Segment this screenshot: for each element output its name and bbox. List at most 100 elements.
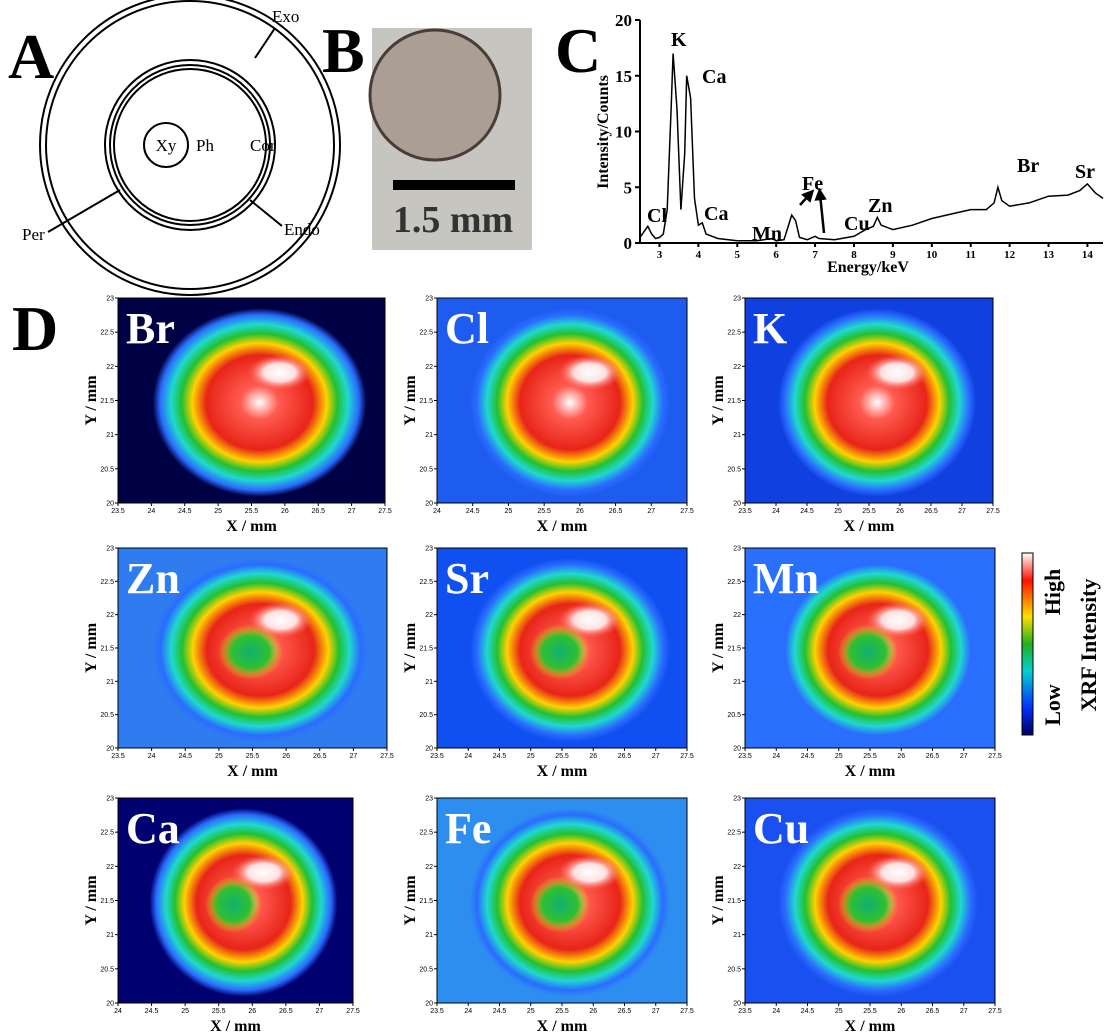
y-axis-label: Y / mm	[402, 375, 419, 426]
xrf-map: 2424.52525.52626.52727.52020.52121.52222…	[402, 296, 694, 536]
y-tick-label: 20	[733, 746, 741, 753]
x-axis-label: X / mm	[845, 1018, 896, 1035]
x-tick-label: 25.5	[863, 1008, 877, 1015]
y-tick-label: 22	[733, 364, 741, 371]
y-tick-label: 22	[106, 864, 114, 871]
y-tick-label: 22	[106, 612, 114, 619]
y-tick-label: 21	[106, 932, 114, 939]
y-tick-label: 21	[733, 432, 741, 439]
y-tick-label: 21	[425, 679, 433, 686]
x-tick-label: 26.5	[618, 753, 632, 760]
y-tick-label: 21	[106, 679, 114, 686]
y-tick-label: 22.5	[100, 579, 114, 586]
x-tick-label: 27.5	[680, 1008, 694, 1015]
x-tick-label: 24	[772, 508, 780, 515]
y-tick-label: 20.5	[100, 966, 114, 973]
x-tick-label: 26	[897, 1008, 905, 1015]
diagram-label: Per	[22, 225, 45, 244]
x-tick-label: 25.5	[246, 753, 260, 760]
peak-annotation: Ca	[702, 66, 726, 88]
diagram-label: Xy	[156, 136, 177, 155]
hot-spot	[558, 355, 622, 391]
y-tick-label: 21.5	[100, 646, 114, 653]
y-tick-label: 23	[106, 796, 114, 803]
y-tick-label: 23	[425, 546, 433, 553]
y-tick-label: 21	[733, 932, 741, 939]
y-tick-label: 22.5	[727, 830, 741, 837]
x-tick-label: 25.5	[862, 508, 876, 515]
y-tick-label: 22	[425, 612, 433, 619]
x-tick-label: 24.5	[466, 508, 480, 515]
x-tick-label: 26	[896, 508, 904, 515]
y-tick-label: 20	[425, 746, 433, 753]
x-tick-label: 27	[316, 1008, 324, 1015]
y-tick-label: 20.5	[100, 466, 114, 473]
xrf-map: 23.52424.52525.52626.52727.52020.52121.5…	[402, 796, 694, 1036]
x-tick-label: 11	[966, 249, 976, 261]
y-tick-label: 22.5	[727, 330, 741, 337]
x-tick-label: 4	[696, 249, 702, 261]
x-tick-label: 25.5	[537, 508, 551, 515]
x-tick-label: 27	[349, 753, 357, 760]
x-tick-label: 10	[926, 249, 938, 261]
y-tick-label: 20.5	[727, 466, 741, 473]
x-tick-label: 3	[657, 249, 663, 261]
x-tick-label: 24.5	[801, 1008, 815, 1015]
panel-letter: A	[8, 21, 54, 92]
y-tick-label: 20	[106, 746, 114, 753]
y-axis-label: Y / mm	[402, 622, 419, 673]
x-axis-label: X / mm	[844, 518, 895, 535]
element-label: Ca	[126, 804, 180, 853]
hot-spot	[248, 355, 312, 391]
peak-annotation: Sr	[1075, 161, 1095, 183]
x-tick-label: 26	[282, 753, 290, 760]
x-tick-label: 23.5	[738, 1008, 752, 1015]
y-tick-label: 21.5	[419, 898, 433, 905]
y-tick-label: 23	[425, 796, 433, 803]
x-tick-label: 26.5	[279, 1008, 293, 1015]
x-tick-label: 27	[960, 1008, 968, 1015]
x-tick-label: 23.5	[430, 1008, 444, 1015]
y-tick-label: 21.5	[727, 646, 741, 653]
y-tick-label: 0	[624, 234, 633, 253]
x-tick-label: 24.5	[800, 508, 814, 515]
y-tick-label: 21	[425, 432, 433, 439]
x-tick-label: 7	[812, 249, 818, 261]
x-tick-label: 25	[215, 753, 223, 760]
x-tick-label: 24.5	[801, 753, 815, 760]
low-core	[530, 876, 590, 933]
peak-annotation: Cl	[647, 205, 667, 227]
intensity-blob	[470, 308, 670, 497]
y-tick-label: 21	[733, 679, 741, 686]
low-core	[838, 624, 898, 679]
x-tick-label: 24.5	[178, 508, 192, 515]
x-tick-label: 26.5	[924, 508, 938, 515]
y-axis-label: Intensity/Counts	[595, 75, 612, 189]
x-tick-label: 23.5	[430, 753, 444, 760]
peak-annotation: Mn	[752, 223, 782, 245]
x-tick-label: 6	[773, 249, 779, 261]
x-tick-label: 12	[1004, 249, 1016, 261]
x-tick-label: 24.5	[178, 753, 192, 760]
x-tick-label: 25	[527, 753, 535, 760]
x-tick-label: 27	[960, 753, 968, 760]
x-tick-label: 26.5	[313, 753, 327, 760]
peak-annotation: Br	[1017, 155, 1039, 177]
x-tick-label: 26.5	[311, 508, 325, 515]
y-tick-label: 22	[733, 612, 741, 619]
y-axis-label: Y / mm	[710, 375, 727, 426]
x-tick-label: 26.5	[609, 508, 623, 515]
x-tick-label: 27.5	[346, 1008, 360, 1015]
x-axis-label: X / mm	[537, 763, 588, 780]
y-tick-label: 22.5	[727, 579, 741, 586]
x-tick-label: 26	[897, 753, 905, 760]
y-tick-label: 10	[615, 123, 632, 142]
y-tick-label: 5	[624, 178, 633, 197]
y-tick-label: 22	[425, 864, 433, 871]
colorbar-high: High	[1040, 569, 1065, 615]
x-tick-label: 27.5	[378, 508, 392, 515]
x-tick-label: 25	[181, 1008, 189, 1015]
low-core	[838, 876, 898, 933]
y-tick-label: 20	[425, 501, 433, 508]
xrf-map: 2424.52525.52626.52727.52020.52121.52222…	[83, 796, 360, 1036]
